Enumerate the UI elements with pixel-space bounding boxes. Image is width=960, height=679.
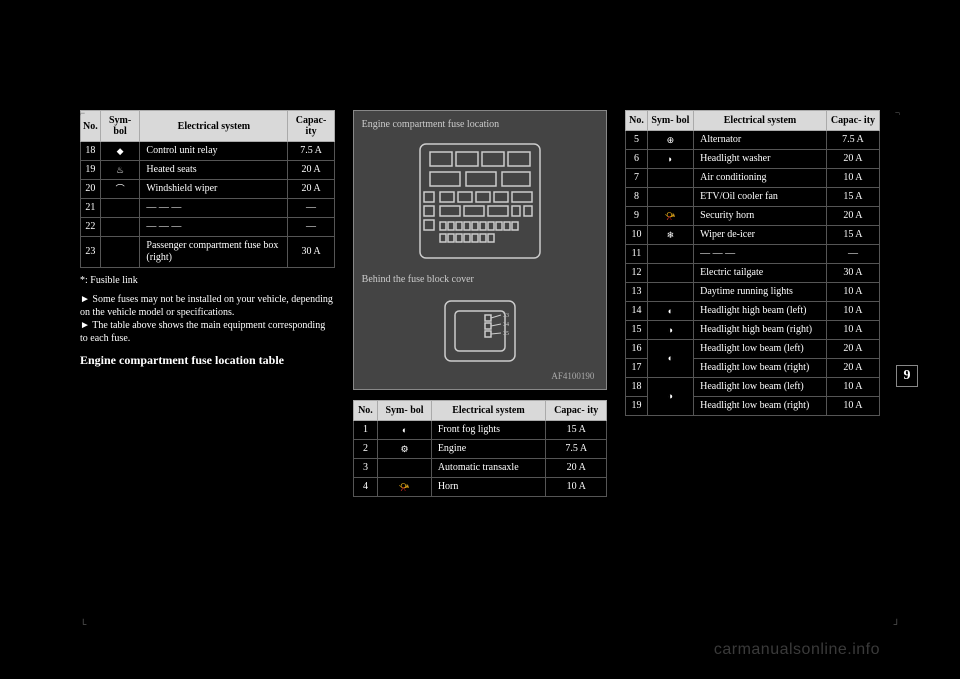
col-symbol: Sym- bol (100, 111, 140, 142)
col-symbol: Sym- bol (378, 401, 432, 421)
table-row: 4📯Horn10 A (353, 478, 607, 497)
lowbeam-hal-icon: ◑ (647, 378, 694, 416)
table-row: 19♨Heated seats20 A (81, 161, 335, 180)
washer-icon: ◗ (647, 150, 694, 169)
right-column: No. Sym- bol Electrical system Capac- it… (625, 110, 880, 630)
table-row: 22— — —— (81, 218, 335, 237)
diagram-top-label: Engine compartment fuse location (362, 119, 599, 130)
table-row: 14◐Headlight high beam (left)10 A (626, 302, 880, 321)
deicer-icon: ❄ (647, 226, 694, 245)
col-capacity: Capac- ity (288, 111, 334, 142)
table-row: 7Air conditioning10 A (626, 169, 880, 188)
table-row: 23Passenger compartment fuse box (right)… (81, 237, 335, 268)
fuse-table-mid: No. Sym- bol Electrical system Capac- it… (353, 400, 608, 497)
alternator-icon: ⊕ (647, 131, 694, 150)
table-row: 9📯Security horn20 A (626, 207, 880, 226)
fuse-table-right: No. Sym- bol Electrical system Capac- it… (625, 110, 880, 416)
page-content: No. Sym- bol Electrical system Capac- it… (80, 110, 880, 630)
fuse-diagram-box: Engine compartment fuse location (353, 110, 608, 390)
highbeam-right-icon: ◑ (647, 321, 694, 340)
table-row: 20⌒Windshield wiper20 A (81, 180, 335, 199)
lowbeam-dis-icon: ◐ (647, 340, 694, 378)
diagram-bottom-label: Behind the fuse block cover (362, 274, 599, 285)
table-row: 5⊕Alternator7.5 A (626, 131, 880, 150)
table-row: 1◐Front fog lights15 A (353, 421, 607, 440)
table-row: 12Electric tailgate30 A (626, 264, 880, 283)
control-unit-icon: ◆ (100, 142, 140, 161)
footnote-installation: ► Some fuses may not be installed on you… (80, 293, 335, 345)
table-row: 18◑Headlight low beam (left)10 A (626, 378, 880, 397)
col-system: Electrical system (694, 111, 827, 131)
table-row: 6◗Headlight washer20 A (626, 150, 880, 169)
col-capacity: Capac- ity (546, 401, 607, 421)
svg-text:33: 33 (503, 313, 509, 319)
image-reference: AF4100190 (362, 371, 599, 381)
table-row: 15◑Headlight high beam (right)10 A (626, 321, 880, 340)
middle-column: Engine compartment fuse location (353, 110, 608, 630)
col-system: Electrical system (431, 401, 545, 421)
fuse-table-left: No. Sym- bol Electrical system Capac- it… (80, 110, 335, 268)
col-system: Electrical system (140, 111, 288, 142)
svg-text:34: 34 (503, 322, 509, 328)
crop-mark-icon: ⌐ (80, 108, 85, 118)
fog-light-icon: ◐ (378, 421, 432, 440)
col-no: No. (353, 401, 378, 421)
svg-text:35: 35 (503, 331, 509, 337)
left-column: No. Sym- bol Electrical system Capac- it… (80, 110, 335, 630)
table-row: 16◐Headlight low beam (left)20 A (626, 340, 880, 359)
table-row: 11— — —— (626, 245, 880, 264)
highbeam-left-icon: ◐ (647, 302, 694, 321)
col-no: No. (626, 111, 647, 131)
table-row: 2⚙Engine7.5 A (353, 440, 607, 459)
table-row: 21— — —— (81, 199, 335, 218)
col-capacity: Capac- ity (826, 111, 879, 131)
table-row: 10❄Wiper de-icer15 A (626, 226, 880, 245)
crop-mark-icon: ¬ (895, 108, 900, 118)
security-horn-icon: 📯 (647, 207, 694, 226)
engine-icon: ⚙ (378, 440, 432, 459)
heated-seats-icon: ♨ (100, 161, 140, 180)
watermark: carmanualsonline.info (714, 641, 880, 659)
table-row: 3Automatic transaxle20 A (353, 459, 607, 478)
table-row: 8ETV/Oil cooler fan15 A (626, 188, 880, 207)
crop-mark-icon: ┘ (894, 619, 900, 629)
horn-icon: 📯 (378, 478, 432, 497)
engine-compartment-heading: Engine compartment fuse location table (80, 353, 335, 368)
fusebox-main-diagram (400, 136, 560, 266)
footnote-fusible-link: *: Fusible link (80, 274, 335, 287)
table-row: 13Daytime running lights10 A (626, 283, 880, 302)
table-row: 18◆Control unit relay7.5 A (81, 142, 335, 161)
crop-mark-icon: └ (80, 619, 86, 629)
fusebox-cover-diagram: 33 34 35 (435, 291, 525, 371)
wiper-icon: ⌒ (100, 180, 140, 199)
col-symbol: Sym- bol (647, 111, 694, 131)
chapter-tab: 9 (896, 365, 918, 387)
